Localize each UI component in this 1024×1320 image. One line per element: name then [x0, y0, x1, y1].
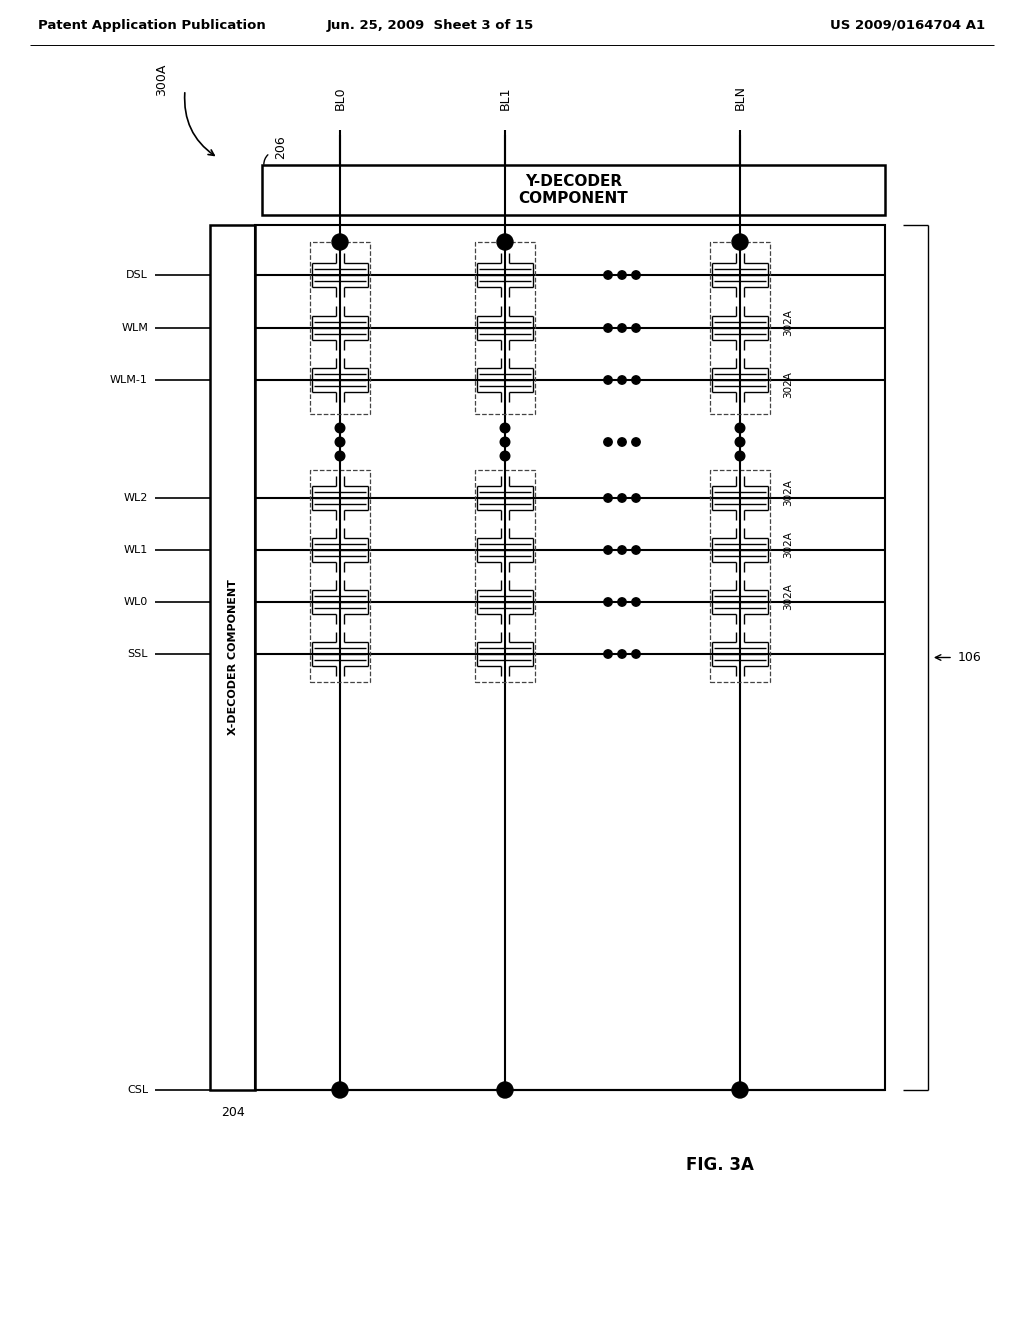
Circle shape [604, 598, 612, 606]
Circle shape [617, 545, 627, 554]
Circle shape [332, 234, 348, 249]
Circle shape [617, 271, 627, 280]
Bar [310, 242, 370, 414]
Circle shape [735, 451, 744, 461]
Circle shape [497, 1082, 513, 1098]
Circle shape [632, 494, 640, 502]
Circle shape [332, 1082, 348, 1098]
Circle shape [632, 598, 640, 606]
Text: 106: 106 [958, 651, 982, 664]
Text: CSL: CSL [127, 1085, 148, 1096]
Circle shape [500, 451, 510, 461]
Circle shape [497, 234, 513, 249]
Circle shape [632, 545, 640, 554]
Bar [710, 470, 770, 682]
Text: FIG. 3A: FIG. 3A [686, 1156, 754, 1173]
Text: WL1: WL1 [124, 545, 148, 554]
Circle shape [335, 451, 345, 461]
Circle shape [617, 323, 627, 333]
Text: 302A: 302A [783, 532, 793, 558]
Circle shape [604, 494, 612, 502]
Circle shape [632, 649, 640, 659]
Text: WLM: WLM [121, 323, 148, 333]
Bar [262, 165, 885, 215]
Text: WL2: WL2 [124, 492, 148, 503]
Bar [475, 470, 535, 682]
Text: WLM-1: WLM-1 [111, 375, 148, 385]
Circle shape [604, 323, 612, 333]
Circle shape [604, 271, 612, 280]
Text: WL0: WL0 [124, 597, 148, 607]
Text: BLN: BLN [733, 84, 746, 110]
Circle shape [617, 438, 627, 446]
Circle shape [735, 437, 744, 446]
Text: 300A: 300A [155, 63, 168, 96]
Text: Jun. 25, 2009  Sheet 3 of 15: Jun. 25, 2009 Sheet 3 of 15 [327, 18, 534, 32]
Circle shape [732, 234, 748, 249]
Text: SSL: SSL [128, 649, 148, 659]
Circle shape [632, 271, 640, 280]
Circle shape [617, 376, 627, 384]
Bar [475, 242, 535, 414]
Circle shape [500, 424, 510, 433]
Circle shape [604, 376, 612, 384]
Text: 204: 204 [220, 1106, 245, 1118]
Text: 302A: 302A [783, 479, 793, 507]
Circle shape [604, 438, 612, 446]
Text: Y-DECODER
COMPONENT: Y-DECODER COMPONENT [518, 174, 629, 206]
Text: US 2009/0164704 A1: US 2009/0164704 A1 [829, 18, 985, 32]
Circle shape [632, 438, 640, 446]
Text: BL1: BL1 [499, 87, 512, 110]
Bar [710, 242, 770, 414]
Circle shape [632, 376, 640, 384]
Text: BL0: BL0 [334, 86, 346, 110]
Circle shape [617, 649, 627, 659]
Bar [210, 224, 255, 1090]
Circle shape [604, 545, 612, 554]
Text: DSL: DSL [126, 271, 148, 280]
Bar [310, 470, 370, 682]
Circle shape [632, 323, 640, 333]
Text: 206: 206 [274, 135, 287, 158]
Text: 302A: 302A [783, 583, 793, 610]
Text: 302A: 302A [783, 371, 793, 399]
Bar [255, 224, 885, 1090]
Circle shape [617, 598, 627, 606]
Circle shape [617, 494, 627, 502]
Circle shape [604, 649, 612, 659]
Text: 302A: 302A [783, 310, 793, 337]
Circle shape [335, 437, 345, 446]
Circle shape [335, 424, 345, 433]
Circle shape [500, 437, 510, 446]
Text: X-DECODER COMPONENT: X-DECODER COMPONENT [227, 579, 238, 735]
Circle shape [732, 1082, 748, 1098]
Circle shape [735, 424, 744, 433]
Text: Patent Application Publication: Patent Application Publication [38, 18, 266, 32]
